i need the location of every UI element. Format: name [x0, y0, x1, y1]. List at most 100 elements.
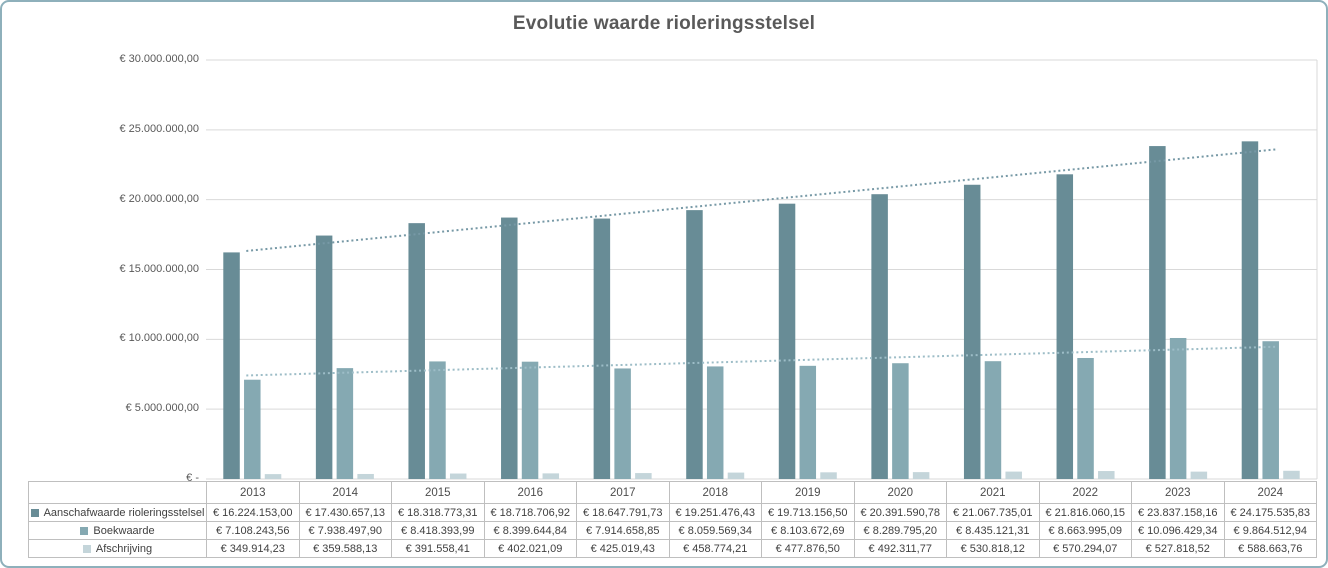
table-value-cell: € 7.108.243,56: [206, 521, 300, 540]
series-name: Boekwaarde: [93, 524, 155, 537]
bar-2019-series3[interactable]: [820, 472, 837, 479]
bar-2021-series1[interactable]: [963, 184, 981, 479]
table-value-cell: € 17.430.657,13: [298, 503, 392, 522]
bar-2016-series3[interactable]: [542, 473, 560, 479]
table-value-cell: € 527.818,52: [1131, 539, 1225, 558]
table-row: Boekwaarde € 7.108.243,56 € 7.938.497,90 € …: [28, 521, 1317, 540]
table-value-cell: € 402.021,09: [483, 539, 577, 558]
x-axis-year-label: 2019: [761, 481, 855, 504]
bar-2017-series1[interactable]: [593, 218, 611, 480]
data-table-header: 2013 2014 2015 2016 2017 2018 2019 2020 2021 2022…: [28, 481, 1317, 504]
table-value-cell: € 8.418.393,99: [391, 521, 485, 540]
bar-2016-series2[interactable]: [521, 361, 539, 479]
x-axis-year-label: 2013: [206, 481, 300, 504]
table-value-cell: € 21.816.060,15: [1038, 503, 1132, 522]
table-value-cell: € 19.251.476,43: [668, 503, 762, 522]
table-value-cell: € 349.914,23: [206, 539, 300, 558]
table-value-cell: € 19.713.156,50: [761, 503, 855, 522]
table-value-cell: € 21.067.735,01: [946, 503, 1040, 522]
bar-2020-series2[interactable]: [892, 363, 909, 479]
bar-2023-series3[interactable]: [1190, 471, 1208, 479]
bar-2014-series1[interactable]: [315, 235, 333, 479]
table-value-cell: € 18.718.706,92: [483, 503, 577, 522]
table-value-cell: € 391.558,41: [391, 539, 485, 558]
table-value-cell: € 23.837.158,16: [1131, 503, 1225, 522]
table-value-cell: € 16.224.153,00: [206, 503, 300, 522]
legend-key-icon: [82, 544, 91, 553]
bar-2018-series1[interactable]: [686, 210, 703, 480]
table-value-cell: € 425.019,43: [576, 539, 670, 558]
table-value-cell: € 530.818,12: [946, 539, 1040, 558]
table-value-cell: € 492.311,77: [853, 539, 947, 558]
bar-2015-series3[interactable]: [449, 473, 467, 479]
x-axis-year-label: 2018: [668, 481, 762, 504]
bar-2018-series2[interactable]: [706, 366, 724, 479]
bar-2024-series2[interactable]: [1262, 341, 1279, 479]
table-value-cell: € 18.647.791,73: [576, 503, 670, 522]
bar-2014-series3[interactable]: [357, 473, 374, 479]
series-label-cell: Aanschafwaarde rioleringsstelsel: [28, 503, 207, 522]
x-axis-year-label: 2016: [483, 481, 577, 504]
table-value-cell: € 477.876,50: [761, 539, 855, 558]
bar-2022-series1[interactable]: [1056, 174, 1074, 479]
x-axis-year-label: 2022: [1038, 481, 1132, 504]
bar-2024-series3[interactable]: [1283, 470, 1300, 479]
table-value-cell: € 8.663.995,09: [1038, 521, 1132, 540]
bar-2023-series2[interactable]: [1169, 337, 1187, 479]
bar-2013-series2[interactable]: [244, 379, 261, 479]
bar-2016-series1[interactable]: [501, 217, 518, 479]
x-axis-year-label: 2017: [576, 481, 670, 504]
bar-2021-series3[interactable]: [1005, 471, 1022, 479]
bar-2024-series1[interactable]: [1241, 141, 1259, 480]
y-axis-tick-label: € 5.000.000,00: [125, 402, 199, 415]
x-axis-year-label: 2015: [391, 481, 485, 504]
series-label-cell: Afschrijving: [28, 539, 207, 558]
bar-2017-series2[interactable]: [614, 368, 631, 479]
bar-2013-series1[interactable]: [223, 252, 240, 479]
bar-2014-series2[interactable]: [336, 368, 354, 479]
table-value-cell: € 8.399.644,84: [483, 521, 577, 540]
bar-2019-series2[interactable]: [799, 365, 817, 479]
series-name: Afschrijving: [95, 542, 153, 555]
table-value-cell: € 458.774,21: [668, 539, 762, 558]
bar-2017-series3[interactable]: [635, 473, 652, 479]
y-axis-tick-label: € 15.000.000,00: [119, 262, 199, 275]
bar-2020-series1[interactable]: [871, 194, 888, 479]
bar-2018-series3[interactable]: [727, 472, 745, 479]
bar-2015-series2[interactable]: [429, 361, 446, 479]
table-value-cell: € 7.938.497,90: [298, 521, 392, 540]
x-axis-year-label: 2014: [298, 481, 392, 504]
bar-2023-series1[interactable]: [1149, 146, 1166, 480]
table-value-cell: € 8.103.672,69: [761, 521, 855, 540]
table-value-cell: € 24.175.535,83: [1223, 503, 1317, 522]
table-value-cell: € 9.864.512,94: [1223, 521, 1317, 540]
data-table-body: Aanschafwaarde rioleringsstelsel € 16.224…: [28, 503, 1317, 558]
chart-title: Evolutie waarde rioleringsstelsel: [512, 13, 816, 34]
legend-key-icon: [80, 526, 89, 535]
bar-2022-series2[interactable]: [1077, 357, 1094, 479]
bar-2022-series3[interactable]: [1098, 471, 1115, 479]
table-corner-spacer: [28, 481, 207, 504]
y-axis-tick-label: € 30.000.000,00: [119, 53, 199, 65]
table-value-cell: € 8.289.795,20: [853, 521, 947, 540]
trendline-series2[interactable]: [246, 345, 1277, 377]
bar-2021-series2[interactable]: [984, 361, 1002, 479]
x-axis-year-label: 2021: [946, 481, 1040, 504]
series-label-cell: Boekwaarde: [28, 521, 207, 540]
bar-2013-series3[interactable]: [264, 474, 282, 479]
x-axis-year-label: 2023: [1131, 481, 1225, 504]
data-table: 2013 2014 2015 2016 2017 2018 2019 2020 2021 2022…: [28, 481, 1317, 558]
table-value-cell: € 588.663,76: [1223, 539, 1317, 558]
table-value-cell: € 570.294,07: [1038, 539, 1132, 558]
table-value-cell: € 8.059.569,34: [668, 521, 762, 540]
bar-2020-series3[interactable]: [912, 472, 930, 479]
table-value-cell: € 18.318.773,31: [391, 503, 485, 522]
y-axis-tick-label: € 20.000.000,00: [119, 192, 199, 205]
table-value-cell: € 20.391.590,78: [853, 503, 947, 522]
table-value-cell: € 10.096.429,34: [1131, 521, 1225, 540]
bar-2019-series1[interactable]: [778, 203, 796, 479]
bar-2015-series1[interactable]: [408, 223, 425, 479]
legend-key-icon: [30, 508, 39, 517]
x-axis-year-label: 2020: [853, 481, 947, 504]
